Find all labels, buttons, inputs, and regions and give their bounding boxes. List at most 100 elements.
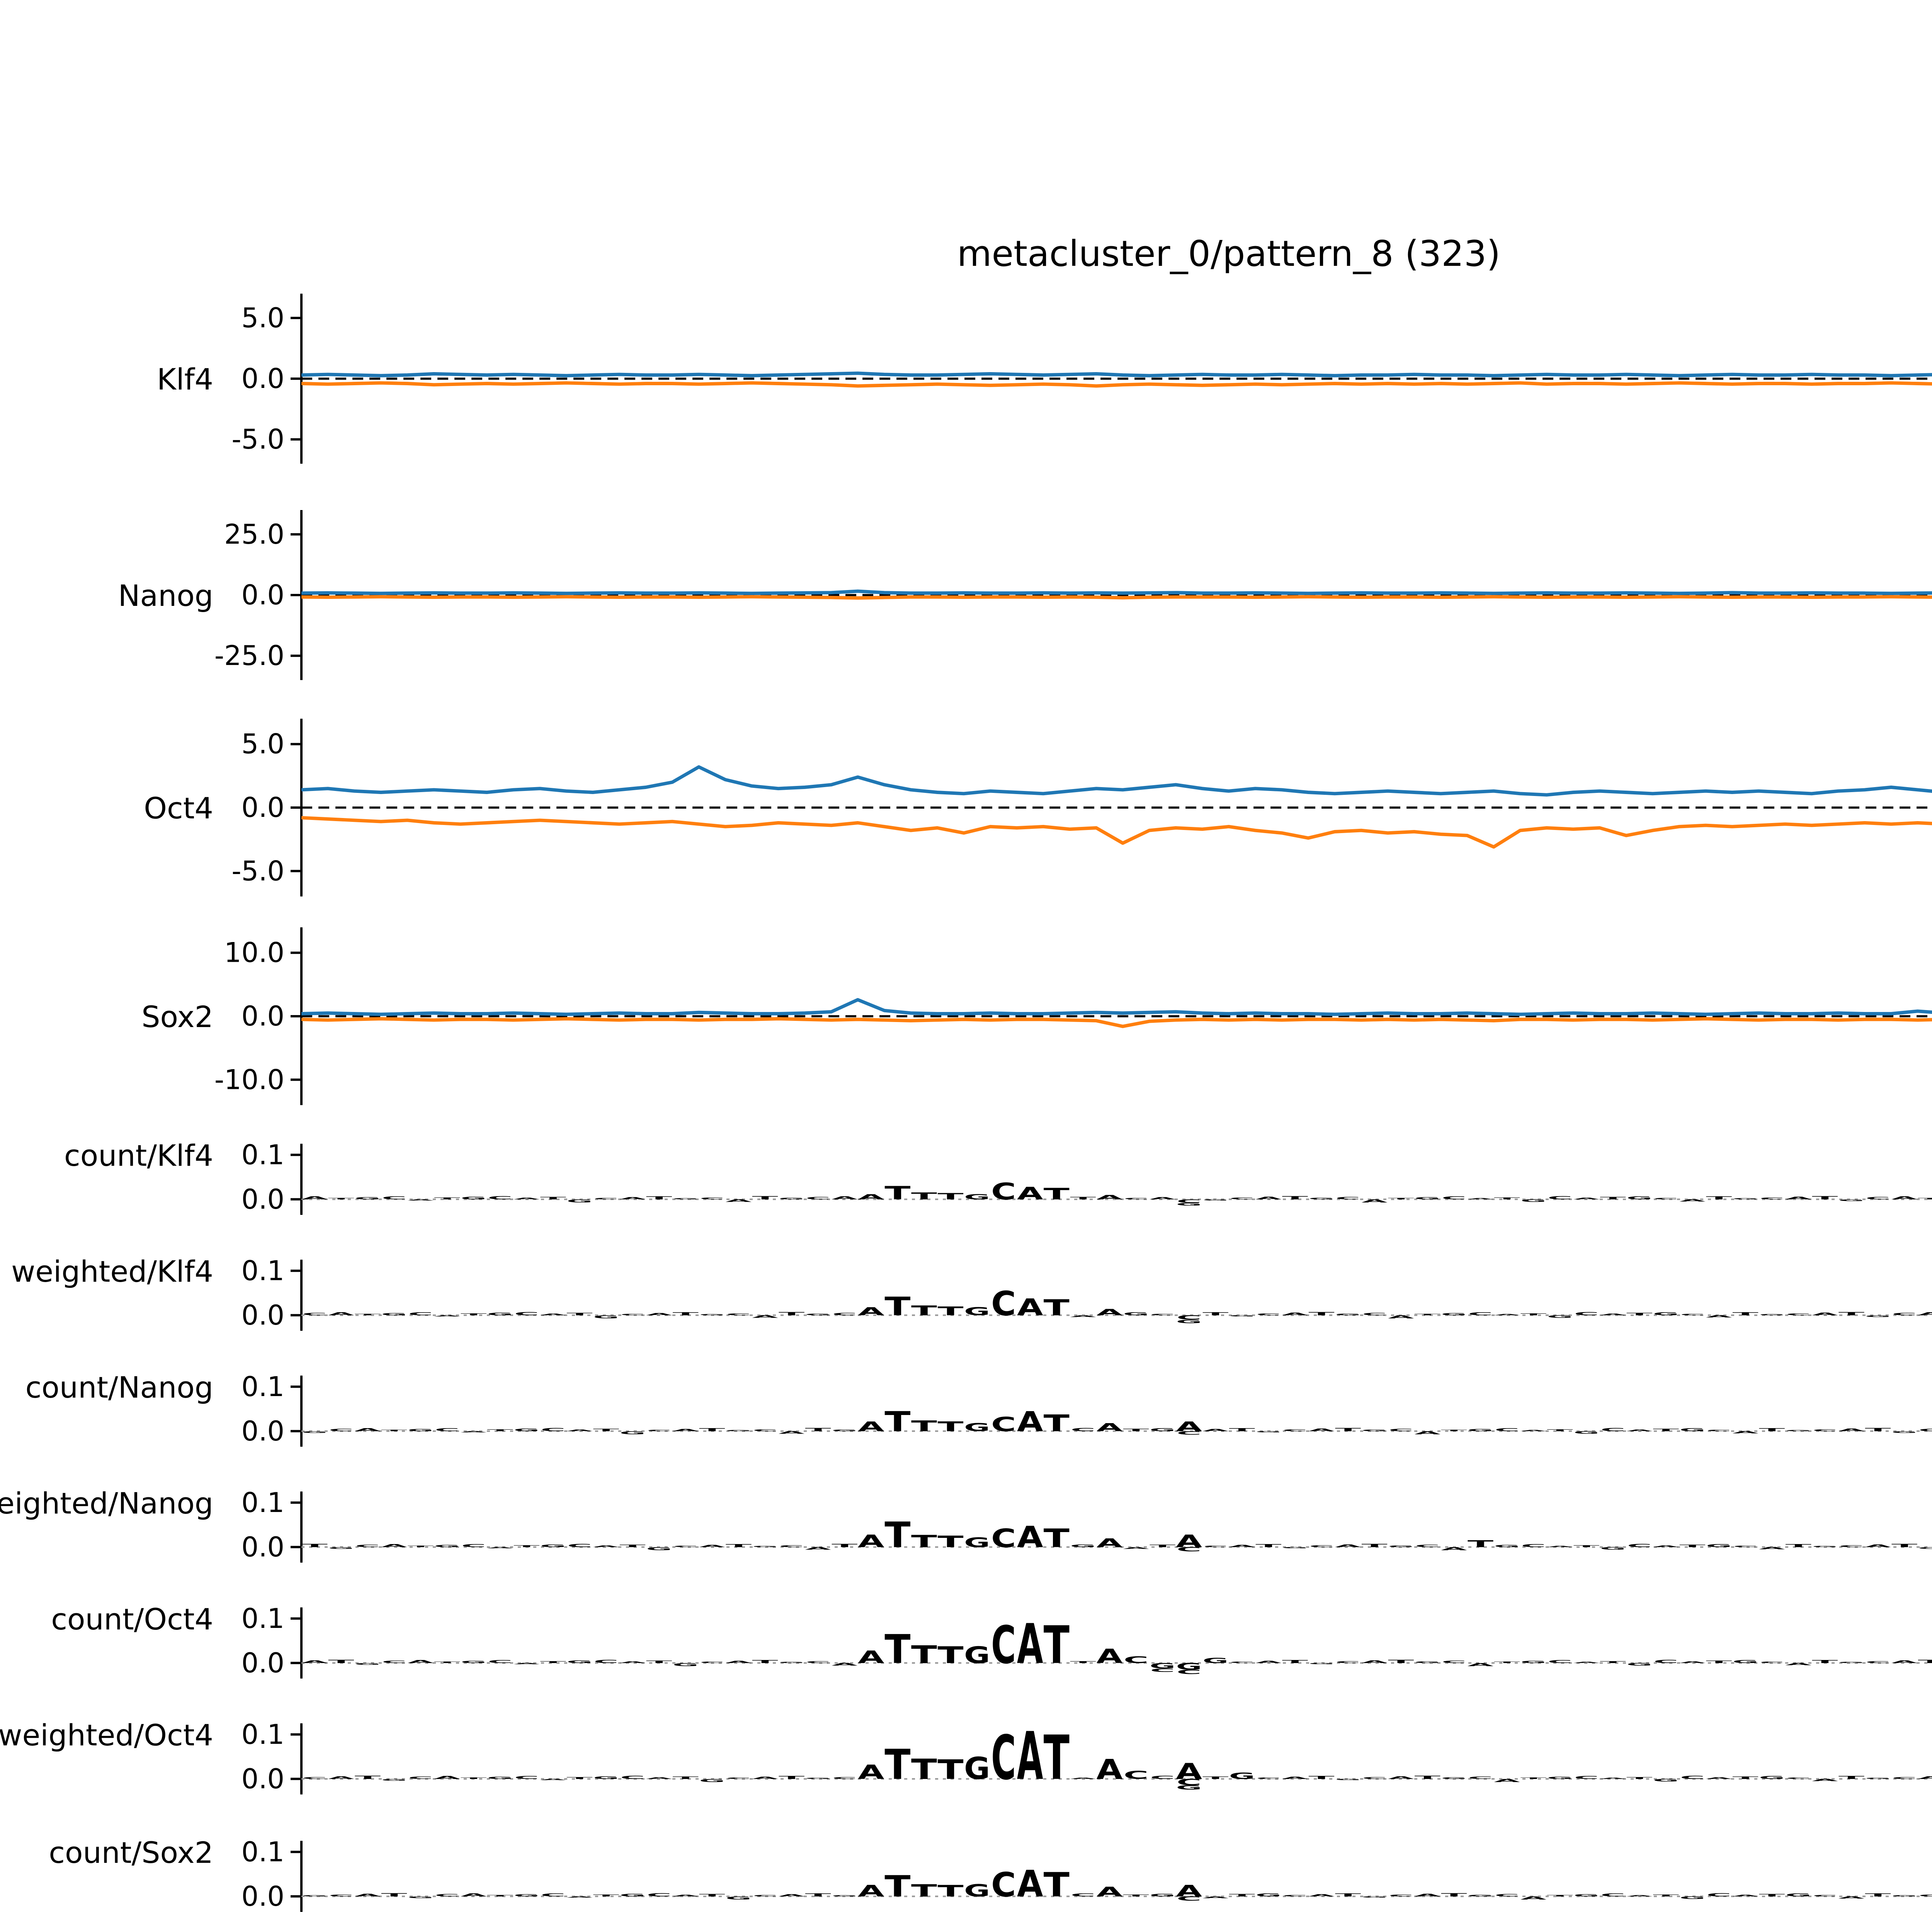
logo-letter-G: G [1441, 1312, 1467, 1316]
logo-letter-T: T [1918, 1197, 1932, 1200]
logo-letter-T: T [673, 1311, 699, 1316]
logo-letter-G: G [566, 1660, 592, 1664]
logo-letter-G: G [1176, 1202, 1202, 1206]
logo-letter-C: C [1892, 1312, 1917, 1316]
logo-letter-C: C [806, 1660, 830, 1663]
logo-letter-C: C [647, 1892, 672, 1898]
logo-letter-G: G [1891, 1895, 1917, 1897]
logo-letter-G: G [1468, 1428, 1493, 1432]
y-tick-label: 0.1 [242, 1719, 284, 1750]
logo-letter-T: T [461, 1777, 487, 1779]
panel-oct4: 5.0 0.0 -5.0 Oct4 [144, 719, 1932, 896]
logo-letter-C: C [1442, 1196, 1466, 1200]
logo-letter-G: G [1150, 1893, 1175, 1897]
logo-letter-A: A [1229, 1544, 1255, 1548]
logo-letter-A: A [858, 1419, 884, 1435]
logo-letter-A: A [1785, 1196, 1811, 1200]
logo-letter-A: A [301, 1196, 328, 1201]
logo-letter-G: G [1415, 1196, 1440, 1200]
logo-letter-T: T [1282, 1195, 1308, 1201]
logo-letter-G: G [1494, 1544, 1520, 1548]
logo-letter-C: C [1733, 1545, 1758, 1548]
y-tick-label: 0.0 [242, 579, 284, 611]
logo-letter-T: T [911, 1640, 937, 1669]
logo-letter-C: C [1653, 1659, 1678, 1664]
logo-letter-C: C [1415, 1544, 1440, 1548]
logo-letter-G: G [355, 1662, 381, 1665]
y-tick-label: 5.0 [242, 302, 284, 334]
logo-letter-C: C [541, 1427, 565, 1432]
logo-letter-A: A [1732, 1894, 1759, 1897]
logo-letter-G: G [1865, 1777, 1891, 1779]
logo-letter-C: C [408, 1311, 433, 1316]
logo-letter-T: T [1282, 1659, 1308, 1664]
logo-letter-C: C [1495, 1893, 1519, 1897]
logo-letter-A: A [1176, 1882, 1202, 1900]
panel-label-count-nanog: count/Nanog [26, 1370, 213, 1405]
logo-letter-C: C [620, 1775, 645, 1780]
logo-letter-T: T [1044, 1523, 1070, 1553]
logo-letter-G: G [1308, 1663, 1334, 1665]
logo-letter-A: A [1097, 1421, 1123, 1434]
logo-letter-A: A [408, 1199, 434, 1201]
logo-letter-T: T [302, 1543, 328, 1548]
logo-letter-T: T [1494, 1197, 1520, 1200]
logo-letter-A: A [1414, 1430, 1440, 1435]
logo-letter-A: A [858, 1305, 884, 1318]
logo-letter-C: C [1653, 1197, 1678, 1200]
logo-letter-T: T [805, 1427, 831, 1432]
logo-letter-G: G [1918, 1546, 1932, 1549]
logo-letter-T: T [1150, 1544, 1176, 1548]
panel-label-nanog: Nanog [118, 578, 213, 613]
logo-letter-C: C [673, 1545, 698, 1548]
logo-letter-T: T [1388, 1659, 1414, 1664]
logo-letter-C: C [541, 1893, 565, 1897]
logo-letter-T: T [1044, 1410, 1070, 1437]
logo-letter-T: T [646, 1660, 672, 1664]
logo-letter-T: T [1388, 1197, 1414, 1200]
logo-letter-G: G [1123, 1311, 1149, 1316]
panel-label-weighted-nanog: weighted/Nanog [0, 1486, 213, 1520]
logo-letter-C: C [779, 1544, 804, 1548]
logo-letter-T: T [1229, 1893, 1255, 1897]
logo-letter-G: G [1415, 1661, 1440, 1663]
panel-label-klf4: Klf4 [157, 362, 213, 396]
logo-letter-G: G [805, 1313, 831, 1316]
logo-letter-G: G [408, 1896, 434, 1898]
logo-letter-T: T [937, 1191, 964, 1201]
logo-letter-A: A [328, 1311, 354, 1316]
logo-letter-A: A [726, 1199, 752, 1203]
logo-letter-C: C [1177, 1198, 1201, 1204]
series-blue [301, 765, 1932, 797]
logo-letter-A: A [1017, 1718, 1043, 1794]
logo-letter-G: G [302, 1895, 328, 1897]
y-tick-label: 0.0 [242, 1184, 284, 1215]
logo-letter-T: T [911, 1753, 937, 1786]
logo-letter-C: C [1362, 1312, 1387, 1316]
logo-letter-C: C [726, 1313, 751, 1316]
y-tick-label: 0.0 [242, 792, 284, 823]
logo-letter-G: G [1282, 1547, 1308, 1549]
logo-letter-A: A [1017, 1294, 1043, 1321]
logo-letter-C: C [1521, 1543, 1546, 1548]
logo-letter-T: T [699, 1427, 725, 1432]
logo-letter-T: T [1044, 1295, 1070, 1320]
logo-letter-T: T [1865, 1893, 1891, 1897]
logo-letter-C: C [1230, 1197, 1254, 1200]
logo-letter-G: G [514, 1893, 539, 1897]
logo-letter-G: G [1308, 1197, 1334, 1200]
logo-letter-T: T [1044, 1615, 1070, 1675]
logo-letter-G: G [1891, 1430, 1917, 1433]
logo-letter-G: G [1547, 1315, 1573, 1319]
logo-letter-C: C [1309, 1544, 1334, 1548]
logo-letter-A: A [355, 1427, 381, 1432]
logo-letter-A: A [1097, 1753, 1123, 1786]
logo-letter-T: T [381, 1429, 407, 1432]
logo-letter-A: A [593, 1545, 619, 1548]
logo-letter-A: A [1070, 1315, 1096, 1317]
logo-letter-G: G [832, 1429, 857, 1432]
logo-letter-G: G [328, 1546, 354, 1549]
logo-letter-G: G [1202, 1199, 1228, 1201]
logo-letter-G: G [699, 1313, 725, 1316]
